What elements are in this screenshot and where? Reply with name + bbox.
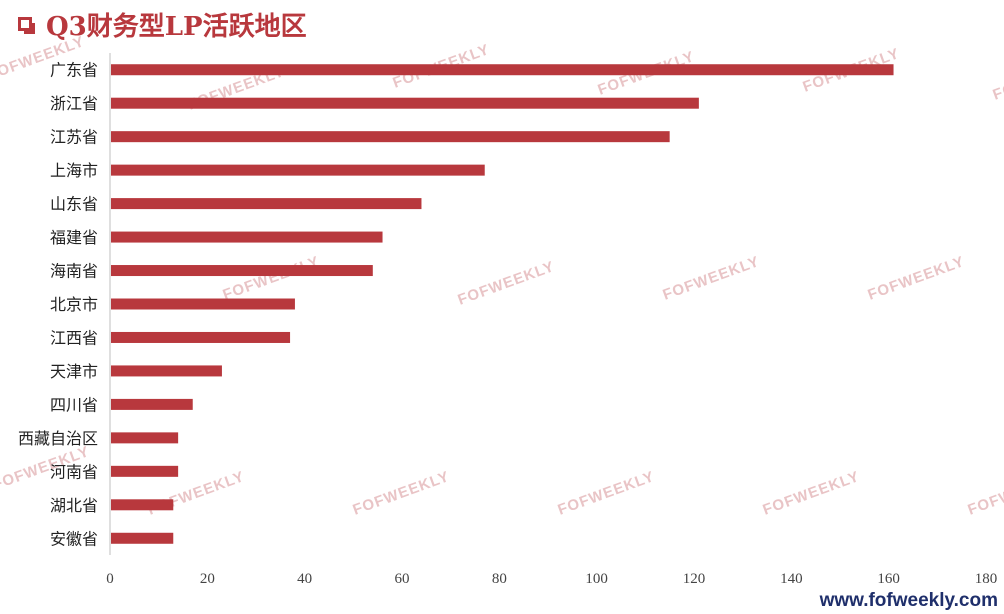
category-labels: 广东省浙江省江苏省上海市山东省福建省海南省北京市江西省天津市四川省西藏自治区河南… bbox=[18, 61, 98, 549]
bar bbox=[111, 465, 179, 477]
bar bbox=[111, 331, 291, 343]
bar bbox=[111, 365, 222, 377]
watermark-text: FOFWEEKLY bbox=[661, 253, 762, 304]
bar bbox=[111, 198, 422, 210]
x-tick-label: 20 bbox=[200, 571, 215, 587]
bar bbox=[111, 164, 485, 176]
category-label: 广东省 bbox=[50, 61, 98, 80]
chart-title: Q3财务型LP活跃地区 bbox=[46, 11, 307, 42]
x-tick-label: 0 bbox=[106, 571, 114, 587]
chart-title-bar: Q3财务型LP活跃地区 bbox=[14, 4, 307, 44]
watermark-text: FOFWEEKLY bbox=[966, 468, 1004, 519]
category-label: 北京市 bbox=[50, 295, 98, 314]
footer-url: www.fofweekly.com bbox=[819, 590, 998, 611]
bar bbox=[111, 265, 373, 277]
watermark-text: FOFWEEKLY bbox=[456, 258, 557, 309]
square-bullet-icon bbox=[18, 17, 35, 34]
category-label: 江西省 bbox=[50, 328, 98, 347]
x-tick-label: 140 bbox=[780, 571, 803, 587]
watermark-text: FOFWEEKLY bbox=[991, 53, 1004, 104]
category-label: 山东省 bbox=[50, 195, 98, 214]
x-tick-label: 80 bbox=[492, 571, 507, 587]
bar bbox=[111, 64, 894, 76]
watermark-text: FOFWEEKLY bbox=[221, 253, 322, 304]
category-label: 湖北省 bbox=[50, 496, 98, 515]
bar bbox=[111, 532, 174, 544]
category-label: 四川省 bbox=[50, 395, 98, 414]
watermark-text: FOFWEEKLY bbox=[761, 468, 862, 519]
x-tick-label: 60 bbox=[395, 571, 410, 587]
x-tick-label: 180 bbox=[975, 571, 998, 587]
category-label: 天津市 bbox=[50, 362, 98, 381]
bar bbox=[111, 97, 699, 109]
bars-group bbox=[111, 64, 894, 544]
bar bbox=[111, 231, 383, 243]
tick-labels: 0 20 40 60 80 100 120 140 160 180 bbox=[106, 571, 997, 587]
category-label: 浙江省 bbox=[50, 94, 98, 113]
bar bbox=[111, 298, 295, 310]
bar bbox=[111, 432, 179, 444]
watermark-text: FOFWEEKLY bbox=[866, 253, 967, 304]
x-tick-label: 100 bbox=[585, 571, 608, 587]
category-label: 江苏省 bbox=[50, 128, 98, 147]
watermark-text: FOFWEEKLY bbox=[556, 468, 657, 519]
category-label: 西藏自治区 bbox=[18, 429, 98, 448]
bar bbox=[111, 499, 174, 511]
x-tick-label: 40 bbox=[297, 571, 312, 587]
category-label: 海南省 bbox=[50, 262, 98, 281]
category-label: 上海市 bbox=[50, 161, 98, 180]
bar bbox=[111, 398, 193, 410]
x-tick-label: 160 bbox=[877, 571, 900, 587]
watermark-text: FOFWEEKLY bbox=[351, 468, 452, 519]
x-tick-label: 120 bbox=[683, 571, 706, 587]
category-label: 河南省 bbox=[50, 462, 98, 481]
category-label: 安徽省 bbox=[50, 529, 98, 548]
bar bbox=[111, 131, 670, 143]
category-label: 福建省 bbox=[50, 228, 98, 247]
